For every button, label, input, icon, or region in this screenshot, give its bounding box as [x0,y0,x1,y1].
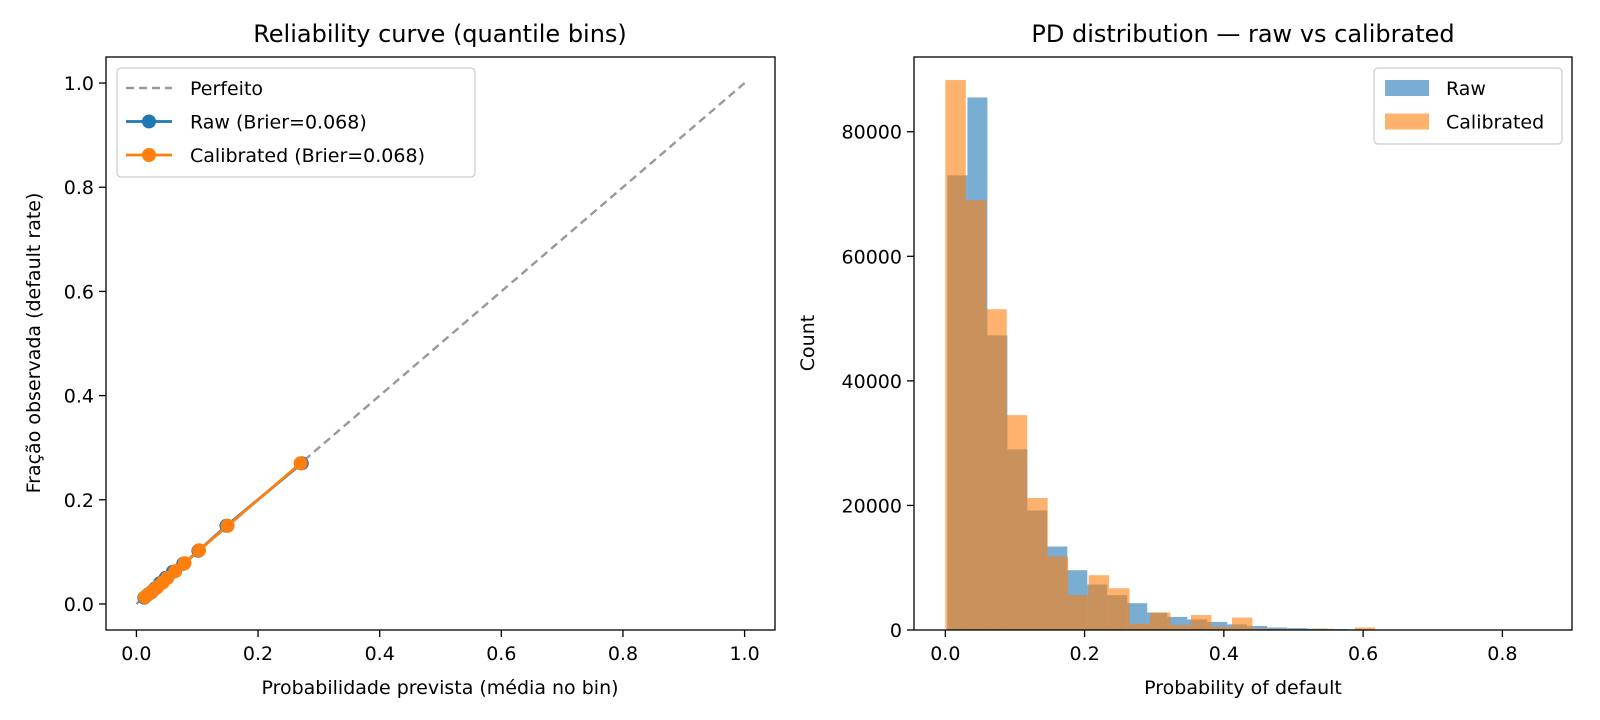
y-tick-label: 0.0 [64,594,94,616]
legend-entry-label: Perfeito [190,78,263,100]
legend-patch-swatch [1385,113,1429,130]
histogram-bar-calibrated [1170,625,1191,630]
y-tick-label: 60000 [842,246,902,268]
legend-entry-label: Calibrated (Brier=0.068) [190,145,425,167]
x-tick-label: 0.0 [930,643,960,665]
legend-box [116,67,476,178]
x-tick-label: 0.2 [243,643,273,665]
y-tick-label: 0.4 [64,386,94,408]
histogram-bar-calibrated [1109,588,1130,630]
histogram-bar-raw [1127,603,1148,630]
y-tick-label: 20000 [842,495,902,517]
legend-entry-label: Raw (Brier=0.068) [190,112,367,134]
y-tick-label: 0.8 [64,177,94,199]
x-tick-label: 0.6 [486,643,516,665]
histogram-bar-calibrated [945,80,966,631]
y-tick-label: 0.2 [64,490,94,512]
pd-distribution-y-axis-label: Count [797,315,819,371]
reliability-point [168,564,183,579]
reliability-x-ticks: 0.0 0.2 0.4 0.6 0.8 1.0 [121,630,760,665]
histogram-bar-calibrated [1231,617,1253,630]
histogram-bar-calibrated [965,200,987,630]
histogram-bar-calibrated [1027,497,1048,630]
y-tick-label: 40000 [842,371,902,393]
x-tick-label: 0.0 [121,643,151,665]
reliability-y-ticks: 0.0 0.2 0.4 0.6 0.8 1.0 [64,73,106,616]
histogram-bar-calibrated [1006,415,1028,631]
histogram-bar-raw [1207,621,1228,630]
legend-entry-label: Calibrated [1446,112,1544,134]
histogram-bar-calibrated [1354,627,1376,630]
histogram-bar-calibrated [1129,623,1151,630]
histogram-bar-calibrated [986,309,1007,630]
x-tick-label: 0.8 [608,643,638,665]
pd-distribution-plot-area [913,56,1573,631]
y-tick-label: 0.6 [64,281,94,303]
reliability-chart-title: Reliability curve (quantile bins) [253,20,627,48]
pd-distribution-title: PD distribution — raw vs calibrated [1031,20,1454,48]
x-tick-label: 0.8 [1487,643,1517,665]
x-tick-label: 0.4 [365,643,395,665]
histogram-bar-raw [1267,627,1288,630]
reliability-point [220,518,235,533]
reliability-point [177,556,192,571]
pd-distribution-axes-frame [913,56,1573,631]
x-tick-label: 0.4 [1209,643,1239,665]
legend-entry-label: Raw [1446,78,1486,100]
y-tick-label: 1.0 [64,73,94,95]
histogram-bar-raw [1287,628,1308,630]
x-tick-label: 1.0 [729,643,759,665]
histogram-bar-calibrated [1088,575,1110,630]
reliability-legend: Perfeito Raw (Brier=0.068) Calibrated (Bri… [116,67,476,178]
x-tick-label: 0.2 [1069,643,1099,665]
histogram-bar-calibrated [1047,556,1069,630]
legend-marker-swatch [142,148,156,162]
histogram-bar-calibrated [1068,595,1089,630]
pd-distribution-chart: PD distribution — raw vs calibrated 0.0 0… [797,20,1573,699]
histogram-bar-calibrated [1150,612,1171,630]
pd-distribution-x-axis-label: Probability of default [1144,677,1342,699]
pd-distribution-x-ticks: 0.0 0.2 0.4 0.6 0.8 [930,630,1517,665]
reliability-axes-frame [105,56,776,631]
legend-marker-swatch [142,114,156,129]
legend-patch-swatch [1385,80,1429,96]
reliability-point [192,543,207,558]
y-tick-label: 0 [890,620,902,642]
reliability-plot-area [105,56,776,631]
reliability-y-axis-label: Fração observada (default rate) [23,193,45,494]
reliability-point [293,456,308,471]
y-tick-label: 80000 [842,122,902,144]
reliability-x-axis-label: Probabilidade prevista (média no bin) [261,677,618,699]
pd-distribution-legend: Raw Calibrated [1373,67,1563,145]
histogram-bar-calibrated [1190,615,1212,630]
pd-distribution-y-ticks: 0 20000 40000 60000 80000 [842,122,914,642]
histogram-bar-raw [1247,625,1268,630]
reliability-chart: Reliability curve (quantile bins) 0.0 0.2… [23,20,776,699]
histogram-bar-calibrated [1211,626,1232,630]
x-tick-label: 0.6 [1348,643,1378,665]
